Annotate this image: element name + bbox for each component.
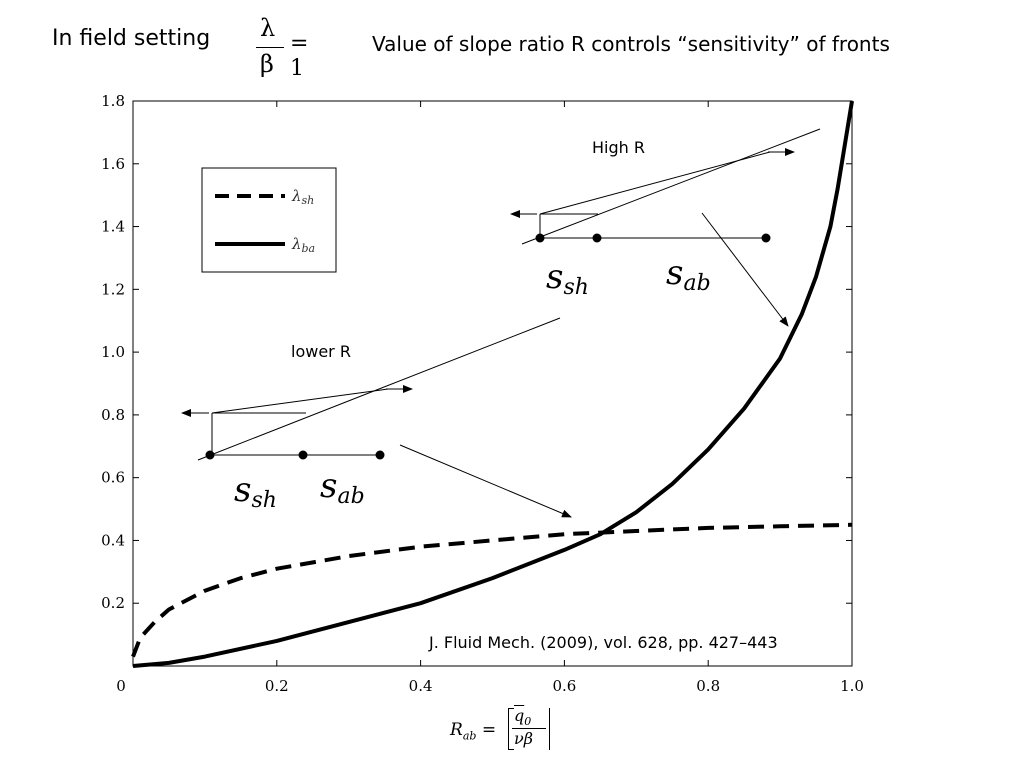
high-r-diagonal-line — [521, 128, 821, 245]
x-tick-label: 1.0 — [840, 677, 864, 695]
x-tick-label: 0 — [116, 677, 126, 695]
lower-r-dot — [298, 450, 308, 460]
y-tick-label: 0.8 — [101, 406, 125, 424]
lower-r-diagonal-line — [197, 317, 561, 461]
citation-text: J. Fluid Mech. (2009), vol. 628, pp. 427… — [428, 633, 778, 652]
x-tick-label: 0.6 — [552, 677, 576, 695]
y-tick-label: 1.6 — [101, 155, 125, 173]
x-axis-label-brackets — [508, 708, 550, 750]
lambda-over-beta-formula: λ β = 1 — [252, 14, 322, 86]
y-tick-label: 1.8 — [101, 92, 125, 110]
series-line-lambda-sh — [131, 522, 853, 658]
high-r-s-sh-label: ssh — [546, 257, 589, 300]
lower-r-dot — [205, 450, 215, 460]
x-axis-label-lhs: Rab = — [450, 720, 497, 743]
high-r-s-ab-label: sab — [666, 253, 711, 296]
y-tick-label: 1.2 — [101, 280, 125, 298]
y-tick-label: 0.4 — [101, 531, 125, 549]
formula-fraction-bar — [256, 47, 284, 48]
x-axis-label-numerator: q0 — [514, 706, 532, 729]
x-tick-label: 0.4 — [409, 677, 433, 695]
lower-r-s-ab-label: sab — [320, 466, 365, 509]
y-tick-label: 0.6 — [101, 469, 125, 487]
formula-numerator: λ — [260, 14, 276, 42]
x-axis-label-denominator: νβ — [514, 729, 533, 748]
high-r-pointer-arrow — [701, 212, 789, 327]
formula-denominator: β — [260, 50, 274, 78]
annotation-lower-r: lower R — [291, 342, 351, 361]
plot-frame — [132, 100, 853, 667]
annotation-high-r: High R — [592, 138, 645, 157]
high-r-dot — [535, 233, 545, 243]
legend-box — [201, 167, 337, 273]
y-tick-label: 1.4 — [101, 218, 125, 236]
x-tick-label: 0.8 — [696, 677, 720, 695]
lower-r-s-sh-label: ssh — [234, 470, 277, 513]
heading-in-field-setting: In field setting — [52, 26, 211, 51]
high-r-dot — [592, 233, 602, 243]
high-r-upper-line — [539, 151, 771, 215]
lower-r-pointer-arrow — [399, 444, 572, 518]
lower-r-upper-line — [211, 388, 389, 414]
x-tick-label: 0.2 — [265, 677, 289, 695]
lower-r-dot — [375, 450, 385, 460]
x-axis-label-fraction-bar — [512, 728, 546, 729]
y-tick-label: 1.0 — [101, 343, 125, 361]
y-tick-label: 0.2 — [101, 594, 125, 612]
formula-rhs: = 1 — [290, 31, 309, 81]
series-line-lambda-ba — [132, 100, 854, 668]
high-r-dot — [761, 233, 771, 243]
slide-subtitle: Value of slope ratio R controls “sensiti… — [372, 32, 890, 56]
